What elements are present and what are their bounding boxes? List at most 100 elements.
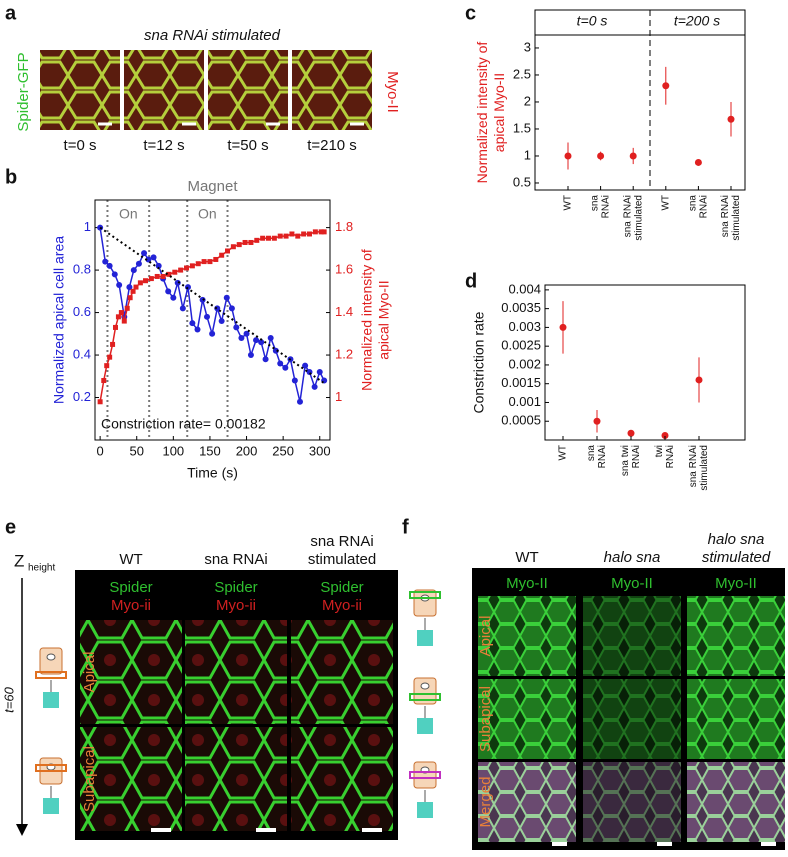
x-tick-label: sna bbox=[590, 195, 601, 212]
data-point bbox=[121, 318, 127, 324]
data-point bbox=[130, 288, 136, 294]
chart-title: Magnet bbox=[187, 178, 238, 195]
y-tick-label: 0.004 bbox=[508, 281, 541, 296]
channel-label: Myo-II bbox=[715, 575, 757, 592]
data-point bbox=[145, 256, 152, 263]
data-point bbox=[184, 284, 191, 291]
data-point bbox=[160, 273, 166, 279]
data-point bbox=[228, 305, 235, 312]
x-axis-label: Time (s) bbox=[187, 465, 238, 481]
data-point bbox=[137, 280, 143, 286]
data-point bbox=[225, 248, 231, 254]
data-point bbox=[194, 326, 201, 333]
x-tick-label: WT bbox=[558, 445, 569, 461]
time-label: t=12 s bbox=[143, 137, 184, 154]
time-label: t=50 s bbox=[227, 137, 268, 154]
fit-line bbox=[99, 226, 324, 384]
x-tick-label: stimulated bbox=[731, 195, 742, 241]
data-point bbox=[247, 352, 254, 359]
data-point bbox=[272, 347, 279, 354]
x-tick-label: stimulated bbox=[633, 195, 644, 241]
data-point bbox=[154, 273, 160, 279]
data-point bbox=[243, 330, 250, 337]
data-point bbox=[291, 377, 298, 384]
micrograph bbox=[291, 620, 393, 724]
y2-axis-label: apical Myo-II bbox=[376, 280, 392, 359]
x-tick-label: WT bbox=[563, 195, 574, 211]
column-header: sna RNAi bbox=[204, 551, 267, 568]
data-point bbox=[238, 335, 245, 342]
y-axis-label: Constriction rate bbox=[471, 311, 487, 413]
channel-label: Spider bbox=[109, 579, 152, 596]
icon bbox=[409, 589, 441, 818]
y-tick-label: 0.0025 bbox=[501, 338, 541, 353]
x-tick-label: sna RNAi bbox=[720, 195, 731, 237]
data-point bbox=[258, 339, 265, 346]
x-tick-label: twi bbox=[654, 445, 665, 457]
micrograph bbox=[292, 50, 372, 130]
data-point bbox=[112, 324, 118, 330]
channel-label: Myo-II bbox=[384, 71, 401, 113]
x-tick-label: RNAi bbox=[699, 195, 710, 218]
data-point bbox=[283, 233, 289, 239]
column-header: halo sna bbox=[708, 531, 765, 548]
channel-label: Spider-GFP bbox=[15, 52, 32, 131]
y2-axis-label: Normalized intensity of bbox=[359, 249, 375, 391]
panel-label: f bbox=[402, 516, 409, 538]
data-point bbox=[127, 295, 133, 301]
annotation: On bbox=[198, 206, 217, 222]
data-point bbox=[593, 417, 601, 425]
y-tick-label: 2 bbox=[524, 93, 531, 108]
micrograph bbox=[478, 596, 576, 676]
data-point bbox=[184, 265, 190, 271]
data-point bbox=[141, 250, 148, 257]
data-point bbox=[189, 263, 195, 269]
data-point bbox=[564, 152, 572, 160]
channel-label: Myo-II bbox=[611, 575, 653, 592]
data-point bbox=[170, 294, 177, 301]
data-point bbox=[172, 269, 178, 275]
channel-label: Spider bbox=[214, 579, 257, 596]
data-point bbox=[277, 233, 283, 239]
data-point bbox=[110, 341, 116, 347]
channel-label: Myo-II bbox=[506, 575, 548, 592]
x-tick-label: 150 bbox=[199, 443, 221, 458]
column-header: sna RNAi bbox=[310, 533, 373, 550]
group-label: t=200 s bbox=[674, 13, 720, 29]
x-tick-label: sna RNAi bbox=[622, 195, 633, 237]
data-point bbox=[254, 237, 260, 243]
x-tick-label: sna twi bbox=[620, 445, 631, 476]
y-axis-label: Normalized apical cell area bbox=[51, 236, 67, 404]
data-point bbox=[694, 158, 702, 166]
y-tick-label: 3 bbox=[524, 39, 531, 54]
data-point bbox=[230, 244, 236, 250]
y-tick-label: 0.0005 bbox=[501, 413, 541, 428]
x-tick-label: 50 bbox=[129, 443, 143, 458]
frame bbox=[544, 284, 746, 441]
row-label: Subapical bbox=[81, 746, 98, 812]
group-label: t=0 s bbox=[577, 13, 608, 29]
frame bbox=[94, 199, 331, 441]
data-point bbox=[107, 354, 113, 360]
y2-tick-label: 1 bbox=[335, 389, 342, 404]
micrograph bbox=[478, 679, 576, 759]
data-point bbox=[118, 310, 124, 316]
x-tick-label: sna bbox=[688, 195, 699, 212]
y2-tick-label: 1.2 bbox=[335, 346, 353, 361]
x-tick-label: RNAi bbox=[665, 445, 676, 468]
data-point bbox=[133, 284, 139, 290]
row-label: Apical bbox=[477, 616, 494, 657]
y-tick-label: 0.001 bbox=[508, 394, 541, 409]
data-point bbox=[316, 369, 323, 376]
micrograph bbox=[80, 727, 182, 831]
micrograph bbox=[478, 762, 576, 842]
data-point bbox=[311, 383, 318, 390]
data-point bbox=[204, 313, 211, 320]
panel-title: sna RNAi stimulated bbox=[144, 27, 281, 44]
x-tick-label: 250 bbox=[272, 443, 294, 458]
axis-label: Z bbox=[14, 551, 24, 570]
annotation: Constriction rate= 0.00182 bbox=[101, 416, 266, 432]
x-tick-label: RNAi bbox=[597, 445, 608, 468]
data-point bbox=[289, 231, 295, 237]
